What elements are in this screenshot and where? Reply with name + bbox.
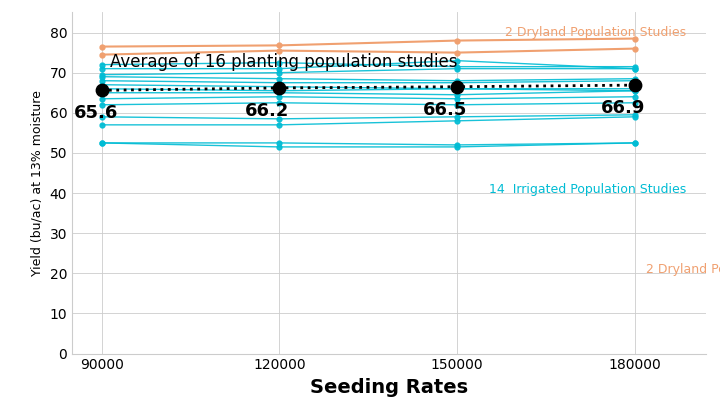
Text: 66.9: 66.9 [600,99,645,117]
Text: 66.2: 66.2 [246,102,289,120]
Text: 2 Dryland Population Studies: 2 Dryland Population Studies [647,263,720,276]
Point [96,87,107,94]
Text: Average of 16 planting population studies: Average of 16 planting population studie… [110,53,458,71]
Point [274,84,285,91]
Text: 66.5: 66.5 [423,101,467,119]
Text: 2 Dryland Population Studies: 2 Dryland Population Studies [505,26,687,39]
Point [451,83,463,90]
X-axis label: Seeding Rates: Seeding Rates [310,378,468,397]
Y-axis label: Yield (bu/ac) at 13% moisture: Yield (bu/ac) at 13% moisture [31,90,44,276]
Point [629,82,640,89]
Text: 14  Irrigated Population Studies: 14 Irrigated Population Studies [490,183,687,196]
Text: 65.6: 65.6 [73,104,118,122]
